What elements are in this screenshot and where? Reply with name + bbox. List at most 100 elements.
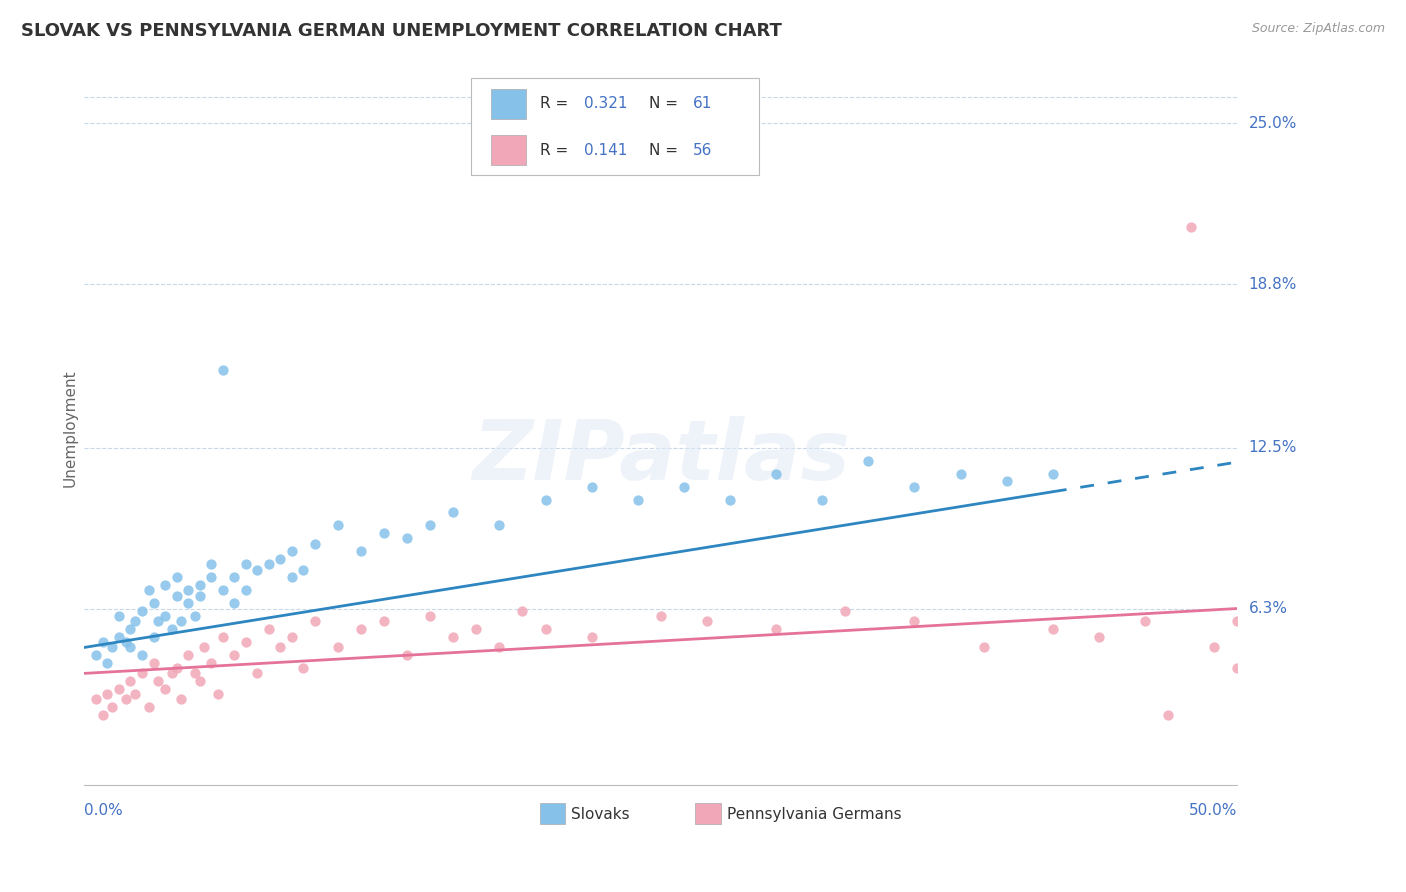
Point (153, 578, 176, 592)
Text: 6.3%: 6.3% (1249, 601, 1288, 616)
Text: R =: R = (540, 143, 572, 158)
Text: Slovaks: Slovaks (571, 807, 630, 822)
Point (131, 666, 153, 681)
Point (1157, 707, 1180, 722)
Point (235, 635, 257, 649)
Point (142, 656, 165, 670)
Point (91, 707, 114, 722)
Point (131, 604, 153, 618)
Point (246, 563, 269, 577)
Point (177, 596, 200, 610)
FancyBboxPatch shape (471, 78, 759, 175)
Point (96, 656, 118, 670)
Point (84, 648, 107, 663)
Point (160, 666, 183, 681)
Point (811, 492, 834, 507)
Point (465, 622, 488, 636)
Text: 0.0%: 0.0% (84, 803, 124, 818)
Text: R =: R = (540, 96, 572, 112)
Text: 56: 56 (693, 143, 713, 158)
Point (350, 622, 373, 636)
Point (193, 640, 215, 655)
Point (153, 609, 176, 624)
Point (269, 552, 291, 566)
Point (235, 558, 257, 572)
Point (170, 615, 193, 629)
Point (304, 615, 326, 629)
Point (1180, 220, 1202, 235)
Point (184, 609, 207, 624)
Point (373, 526, 395, 541)
Point (441, 506, 464, 520)
Point (1042, 622, 1064, 636)
Point (188, 578, 211, 592)
Point (512, 604, 534, 618)
Point (138, 583, 160, 598)
Point (224, 596, 246, 610)
Point (160, 622, 183, 636)
Point (858, 453, 880, 467)
Point (211, 363, 233, 377)
Text: N =: N = (650, 143, 683, 158)
Point (257, 558, 280, 572)
Point (101, 640, 124, 655)
Point (281, 544, 304, 558)
Point (326, 640, 349, 655)
Point (995, 475, 1018, 489)
Point (419, 518, 441, 533)
Point (120, 674, 142, 689)
Point (101, 700, 124, 714)
Text: N =: N = (650, 96, 683, 112)
Point (142, 596, 165, 610)
Point (1133, 615, 1156, 629)
Y-axis label: Unemployment: Unemployment (62, 369, 77, 487)
Point (224, 570, 246, 584)
Text: 25.0%: 25.0% (1249, 116, 1296, 131)
Point (177, 583, 200, 598)
Text: Source: ZipAtlas.com: Source: ZipAtlas.com (1251, 22, 1385, 36)
Point (765, 622, 787, 636)
Point (488, 518, 510, 533)
Point (650, 609, 672, 624)
Point (281, 630, 304, 644)
Point (200, 570, 222, 584)
Point (350, 544, 373, 558)
Text: 50.0%: 50.0% (1189, 803, 1237, 818)
Text: 0.141: 0.141 (583, 143, 627, 158)
Point (166, 589, 188, 603)
Point (200, 656, 222, 670)
Point (166, 570, 188, 584)
Text: 12.5%: 12.5% (1249, 440, 1296, 455)
Point (581, 479, 603, 493)
Point (292, 563, 315, 577)
Point (373, 615, 395, 629)
FancyBboxPatch shape (491, 136, 526, 165)
Point (115, 635, 138, 649)
Point (1226, 661, 1249, 675)
Point (292, 661, 315, 675)
Point (184, 666, 207, 681)
Point (903, 615, 925, 629)
Point (177, 648, 200, 663)
Point (211, 630, 233, 644)
Point (903, 479, 925, 493)
Point (396, 648, 419, 663)
Point (696, 615, 718, 629)
Point (96, 687, 118, 701)
Point (326, 518, 349, 533)
Point (488, 640, 510, 655)
Point (834, 604, 856, 618)
Point (142, 630, 165, 644)
Point (131, 648, 153, 663)
FancyBboxPatch shape (491, 89, 526, 119)
Text: ZIPatlas: ZIPatlas (472, 417, 849, 497)
Point (146, 615, 169, 629)
Point (84, 692, 107, 706)
Text: 61: 61 (693, 96, 713, 112)
Point (115, 692, 138, 706)
Point (1042, 467, 1064, 481)
Point (246, 666, 269, 681)
Point (1204, 640, 1226, 655)
Point (108, 630, 131, 644)
FancyBboxPatch shape (540, 803, 565, 824)
